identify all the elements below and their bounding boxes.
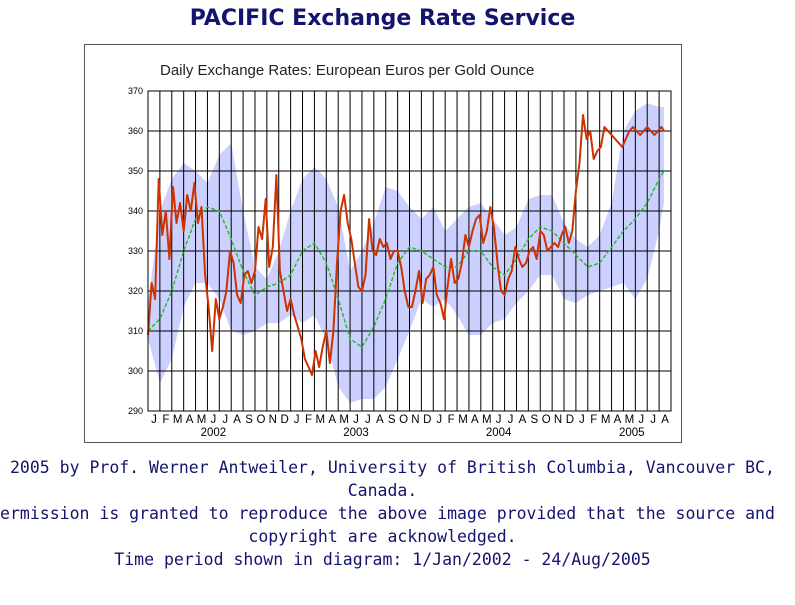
y-tick-label: 320 (128, 286, 143, 296)
time-period-line: Time period shown in diagram: 1/Jan/2002… (114, 550, 651, 569)
x-month-label: M (601, 414, 611, 426)
y-tick-label: 360 (128, 126, 143, 136)
x-month-label: M (339, 414, 349, 426)
x-month-label: A (328, 414, 336, 426)
x-year-label: 2004 (486, 427, 512, 439)
y-tick-label: 370 (128, 86, 143, 96)
x-month-label: A (519, 414, 527, 426)
x-month-label: J (579, 414, 585, 426)
x-year-labels: 2002 2003 2004 2005 (201, 427, 645, 439)
page-title: PACIFIC Exchange Rate Service (189, 6, 576, 31)
x-month-label: A (233, 414, 241, 426)
x-month-label: D (566, 414, 574, 426)
x-month-label: N (554, 414, 562, 426)
x-year-label: 2005 (619, 427, 645, 439)
x-month-label: M (197, 414, 207, 426)
x-month-label: F (448, 414, 455, 426)
x-month-label: S (530, 414, 538, 426)
x-month-label: D (281, 414, 289, 426)
x-month-label: J (650, 414, 656, 426)
x-month-label: S (388, 414, 396, 426)
copyright-line-cont: Canada. (347, 481, 418, 500)
x-month-label: J (436, 414, 442, 426)
x-month-label: J (222, 414, 228, 426)
x-month-label: J (638, 414, 644, 426)
x-month-label: M (458, 414, 468, 426)
x-month-label: F (590, 414, 597, 426)
x-month-label: O (256, 414, 265, 426)
x-year-label: 2002 (201, 427, 227, 439)
footer: © 2005 by Prof. Werner Antweiler, Univer… (0, 456, 790, 571)
y-tick-label: 340 (128, 206, 143, 216)
x-month-label: A (614, 414, 622, 426)
x-month-label: S (245, 414, 253, 426)
y-tick-label: 310 (128, 326, 143, 336)
x-month-label: A (376, 414, 384, 426)
x-month-label: M (625, 414, 635, 426)
x-month-label: A (186, 414, 194, 426)
moving-average-path (147, 170, 665, 348)
x-month-label: M (173, 414, 183, 426)
x-month-label: A (471, 414, 479, 426)
y-tick-label: 290 (128, 406, 143, 416)
permission-line: Permission is granted to reproduce the a… (0, 504, 775, 523)
grid (147, 90, 672, 412)
daily-rate-path (147, 114, 665, 376)
x-month-label: D (423, 414, 431, 426)
x-month-label: J (496, 414, 502, 426)
y-tick-label: 330 (128, 246, 143, 256)
plot-border (147, 90, 672, 412)
x-month-label: J (508, 414, 514, 426)
permission-line-cont: copyright are acknowledged. (248, 527, 517, 546)
x-month-label: M (316, 414, 326, 426)
chart: Daily Exchange Rates: European Euros per… (128, 62, 672, 439)
x-month-label: M (482, 414, 492, 426)
x-month-label: J (353, 414, 359, 426)
copyright-line: © 2005 by Prof. Werner Antweiler, Univer… (0, 458, 775, 477)
x-month-label: O (542, 414, 551, 426)
chart-frame: Daily Exchange Rates: European Euros per… (84, 44, 682, 443)
chart-title: Daily Exchange Rates: European Euros per… (160, 62, 534, 79)
moving-average-line (147, 170, 665, 348)
x-year-label: 2003 (343, 427, 369, 439)
x-month-label: N (269, 414, 277, 426)
range-band (148, 103, 664, 403)
axes (147, 90, 672, 412)
x-month-label: J (365, 414, 371, 426)
x-month-label: F (305, 414, 312, 426)
x-month-label: A (661, 414, 669, 426)
x-month-label: J (211, 414, 217, 426)
x-month-label: J (294, 414, 300, 426)
x-month-label: F (162, 414, 169, 426)
x-month-label: N (411, 414, 419, 426)
range-band-area (148, 103, 664, 403)
daily-rate-line (147, 114, 665, 376)
y-tick-label: 350 (128, 166, 143, 176)
x-month-label: O (399, 414, 408, 426)
x-month-label: J (151, 414, 157, 426)
y-tick-label: 300 (128, 366, 143, 376)
y-tick-labels: 290 300 310 320 330 340 350 360 370 (128, 86, 143, 416)
